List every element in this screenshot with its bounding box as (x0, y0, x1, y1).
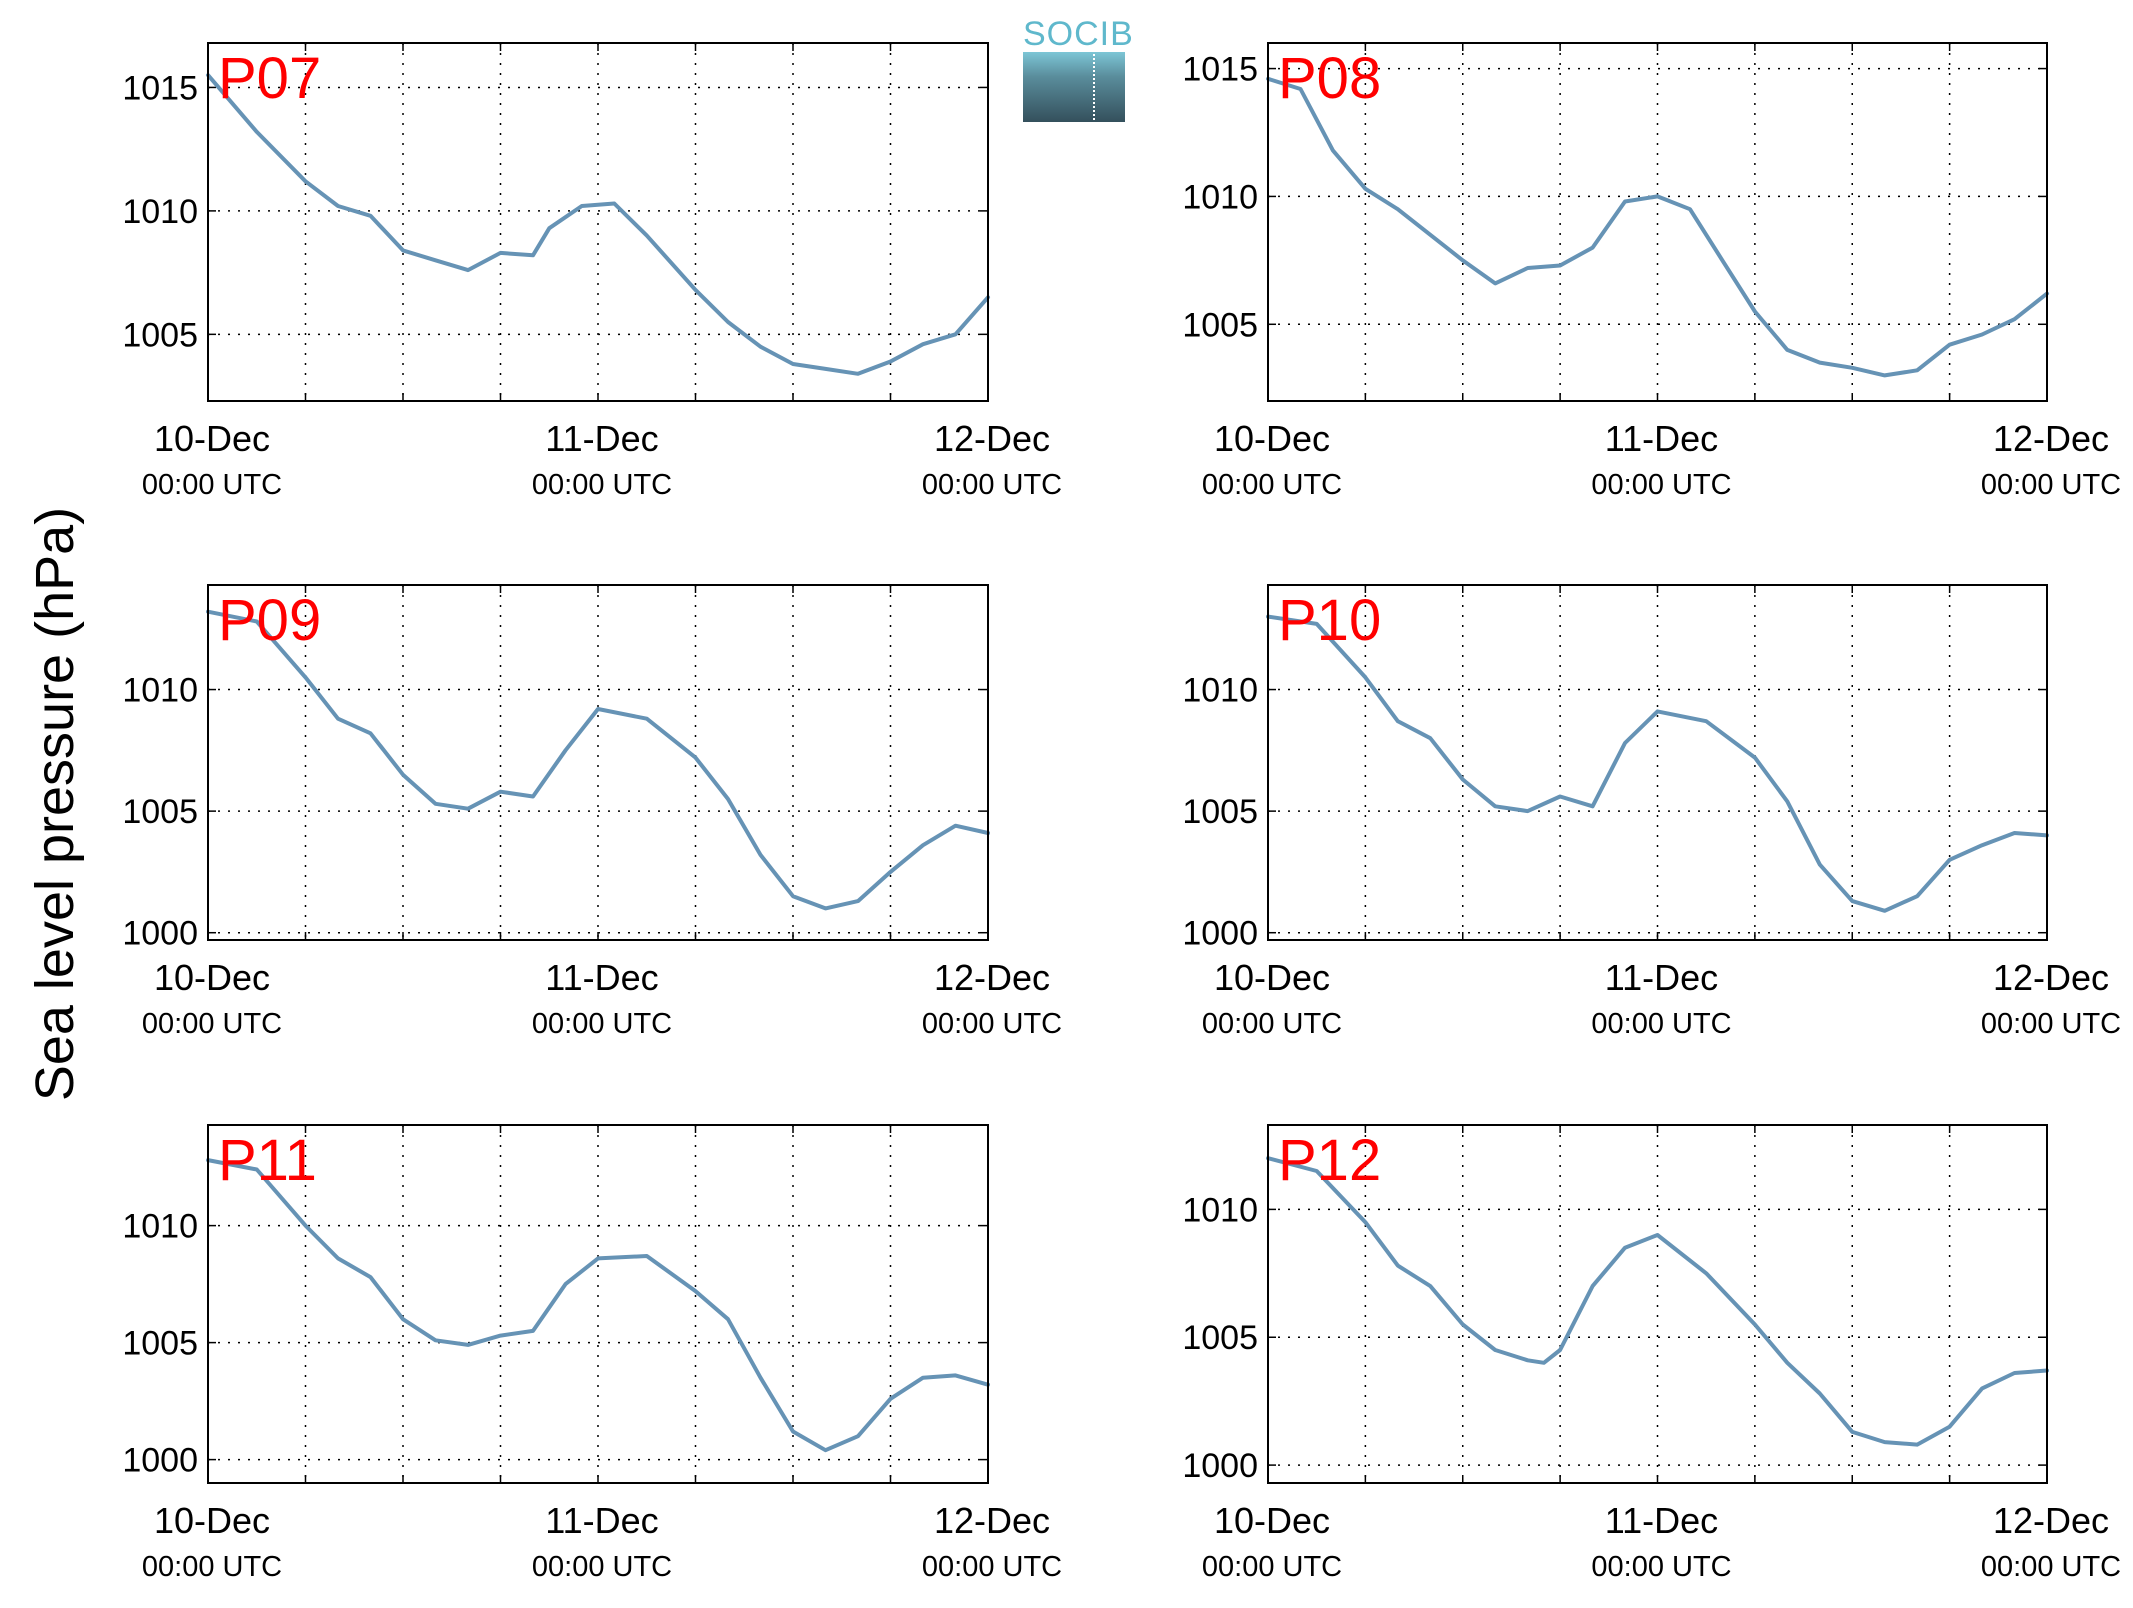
p10-xtick-date: 11-Dec (1605, 957, 1718, 998)
p09-ytick-label: 1005 (122, 793, 198, 831)
p10-axes-frame (1267, 584, 2048, 941)
p08-pressure-line (1266, 76, 2049, 378)
p07-axes-frame (207, 42, 989, 402)
y-axis-label: Sea level pressure (hPa) (25, 506, 85, 1102)
p07-xtick-date: 11-Dec (545, 418, 658, 459)
p12-xtick-date: 12-Dec (1993, 1500, 2109, 1541)
p10-pressure-line (1266, 614, 2049, 913)
p07-xtick-time: 00:00 UTC (142, 469, 282, 501)
p11-xtick-time: 00:00 UTC (532, 1551, 672, 1583)
p07-ytick-label: 1005 (122, 316, 198, 354)
p07-xtick-date: 10-Dec (154, 418, 270, 459)
p11-panel-label: P11 (218, 1128, 317, 1193)
p11-xtick-date: 11-Dec (545, 1500, 658, 1541)
p10-ytick-label: 1010 (1182, 672, 1258, 710)
p09-ytick-label: 1000 (122, 915, 198, 953)
p09-xtick-date: 12-Dec (934, 957, 1050, 998)
p08-axes-frame (1267, 42, 2048, 402)
socib-logo-text: SOCIB (1023, 15, 1134, 53)
p12-xtick-date: 11-Dec (1605, 1500, 1718, 1541)
p09-axes-frame (207, 584, 989, 941)
p10-xtick-time: 00:00 UTC (1591, 1008, 1731, 1040)
p08-xtick-date: 12-Dec (1993, 418, 2109, 459)
y-axis-label-wrapper: Sea level pressure (hPa) (0, 0, 120, 1608)
p11-ytick-label: 1000 (122, 1442, 198, 1480)
p11-xtick-date: 10-Dec (154, 1500, 270, 1541)
p10-xtick-date: 10-Dec (1214, 957, 1330, 998)
p11-xtick-time: 00:00 UTC (922, 1551, 1062, 1583)
socib-logo-graphic (1023, 52, 1125, 122)
p09-pressure-line (206, 609, 990, 911)
p07-xtick-date: 12-Dec (934, 418, 1050, 459)
p08-xtick-time: 00:00 UTC (1591, 469, 1731, 501)
p11-axes-frame (207, 1124, 989, 1484)
p11-pressure-line (206, 1158, 990, 1453)
p12-ytick-label: 1000 (1182, 1447, 1258, 1485)
p07-xtick-time: 00:00 UTC (532, 469, 672, 501)
p09-ytick-label: 1010 (122, 672, 198, 710)
p07-pressure-line (206, 73, 990, 376)
p12-xtick-time: 00:00 UTC (1591, 1551, 1731, 1583)
p08-xtick-time: 00:00 UTC (1202, 469, 1342, 501)
p12-xtick-time: 00:00 UTC (1981, 1551, 2121, 1583)
p10-xtick-time: 00:00 UTC (1202, 1008, 1342, 1040)
p12-xtick-date: 10-Dec (1214, 1500, 1330, 1541)
p09-xtick-time: 00:00 UTC (532, 1008, 672, 1040)
p08-xtick-date: 10-Dec (1214, 418, 1330, 459)
p07-ytick-label: 1010 (122, 193, 198, 231)
p09-xtick-time: 00:00 UTC (142, 1008, 282, 1040)
p10-xtick-date: 12-Dec (1993, 957, 2109, 998)
p09-xtick-time: 00:00 UTC (922, 1008, 1062, 1040)
p07-ytick-label: 1015 (122, 69, 198, 107)
socib-logo-dotted-line (1093, 54, 1095, 120)
p08-panel-label: P08 (1278, 46, 1381, 111)
p08-ytick-label: 1015 (1182, 51, 1258, 89)
p12-ytick-label: 1005 (1182, 1319, 1258, 1357)
p08-ytick-label: 1010 (1182, 178, 1258, 216)
p08-ytick-label: 1005 (1182, 306, 1258, 344)
p12-axes-frame (1267, 1124, 2048, 1484)
p09-xtick-date: 10-Dec (154, 957, 270, 998)
p12-ytick-label: 1010 (1182, 1191, 1258, 1229)
p11-xtick-time: 00:00 UTC (142, 1551, 282, 1583)
p07-panel-label: P07 (218, 46, 321, 111)
p08-xtick-time: 00:00 UTC (1981, 469, 2121, 501)
p11-ytick-label: 1010 (122, 1208, 198, 1246)
p12-xtick-time: 00:00 UTC (1202, 1551, 1342, 1583)
p12-panel-label: P12 (1278, 1128, 1381, 1193)
socib-logo: SOCIB (1023, 15, 1134, 122)
p08-xtick-date: 11-Dec (1605, 418, 1718, 459)
p09-xtick-date: 11-Dec (545, 957, 658, 998)
p11-ytick-label: 1005 (122, 1325, 198, 1363)
p09-panel-label: P09 (218, 588, 321, 653)
p07-xtick-time: 00:00 UTC (922, 469, 1062, 501)
p10-panel-label: P10 (1278, 588, 1381, 653)
p10-ytick-label: 1005 (1182, 793, 1258, 831)
p12-pressure-line (1266, 1156, 2049, 1447)
p11-xtick-date: 12-Dec (934, 1500, 1050, 1541)
p10-ytick-label: 1000 (1182, 915, 1258, 953)
p10-xtick-time: 00:00 UTC (1981, 1008, 2121, 1040)
